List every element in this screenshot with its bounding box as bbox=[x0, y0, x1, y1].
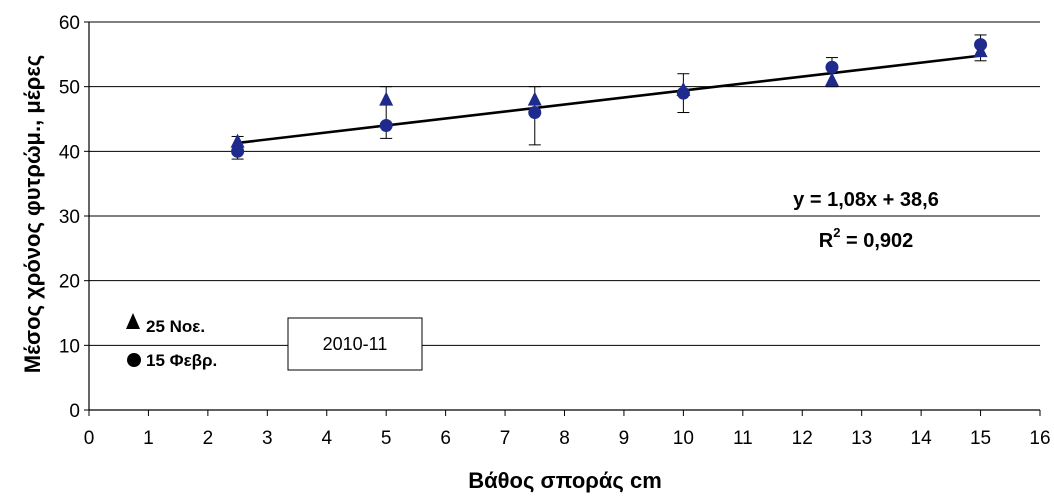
trend-equation: y = 1,08x + 38,6 bbox=[793, 189, 939, 211]
circle-point bbox=[231, 144, 245, 158]
circle-point bbox=[528, 106, 542, 120]
x-tick-label: 12 bbox=[792, 428, 813, 449]
y-tick-label: 20 bbox=[59, 272, 80, 293]
x-tick-label: 8 bbox=[559, 428, 570, 449]
annotation-box-frame bbox=[287, 317, 423, 371]
circle-point bbox=[825, 60, 839, 74]
triangle-point bbox=[230, 133, 245, 148]
legend-triangle-marker bbox=[126, 313, 140, 329]
error-bars bbox=[231, 34, 987, 160]
r-squared-value: = 0,902 bbox=[840, 230, 913, 252]
circle-point bbox=[974, 38, 988, 52]
annotation-box: 2010-11 bbox=[287, 317, 423, 371]
legend-label-15-feb: 15 Φεβρ. bbox=[146, 351, 217, 370]
r-squared-exponent: 2 bbox=[833, 225, 840, 240]
x-tick-label: 16 bbox=[1029, 428, 1050, 449]
y-tick-label: 0 bbox=[69, 401, 80, 422]
x-tick-label: 0 bbox=[84, 428, 95, 449]
x-tick-label: 6 bbox=[440, 428, 451, 449]
legend-circle-marker bbox=[127, 353, 141, 367]
x-tick-label: 11 bbox=[733, 428, 753, 449]
triangle-point bbox=[379, 91, 394, 106]
x-tick-label: 1 bbox=[143, 428, 154, 449]
legend: 25 Νοε. 15 Φεβρ. bbox=[126, 313, 217, 370]
y-tick-label: 10 bbox=[59, 336, 80, 357]
x-tick-label: 3 bbox=[262, 428, 273, 449]
data-points bbox=[230, 38, 988, 158]
x-tick-label: 9 bbox=[619, 428, 630, 449]
y-tick-label: 50 bbox=[59, 78, 80, 99]
x-tick-label: 15 bbox=[970, 428, 991, 449]
circle-point bbox=[676, 86, 690, 100]
y-tick-label: 60 bbox=[59, 13, 80, 34]
x-tick-label: 4 bbox=[321, 428, 332, 449]
x-tick-label: 7 bbox=[500, 428, 511, 449]
y-tick-label: 30 bbox=[59, 207, 80, 228]
circle-point bbox=[379, 118, 393, 132]
x-axis-title: Βάθος σποράς cm bbox=[468, 468, 662, 493]
x-tick-label: 14 bbox=[911, 428, 933, 449]
legend-label-25-nov: 25 Νοε. bbox=[146, 317, 205, 336]
x-tick-label: 13 bbox=[851, 428, 872, 449]
r-squared-base: R bbox=[819, 230, 834, 252]
x-tick-label: 5 bbox=[381, 428, 392, 449]
r-squared-label: R2 = 0,902 bbox=[819, 225, 914, 252]
y-tick-label: 40 bbox=[59, 142, 80, 163]
triangle-point bbox=[824, 72, 839, 87]
y-axis-title: Μέσος χρόνος φυτρώμ., μέρες bbox=[20, 55, 45, 373]
x-tick-label: 2 bbox=[203, 428, 214, 449]
triangle-point bbox=[527, 91, 542, 106]
grid-lines bbox=[89, 21, 1040, 346]
annotation-box-label: 2010-11 bbox=[323, 334, 388, 354]
trendline bbox=[237, 54, 981, 145]
trendline-layer bbox=[237, 54, 981, 145]
x-tick-label: 10 bbox=[673, 428, 694, 449]
axes bbox=[84, 21, 1041, 416]
